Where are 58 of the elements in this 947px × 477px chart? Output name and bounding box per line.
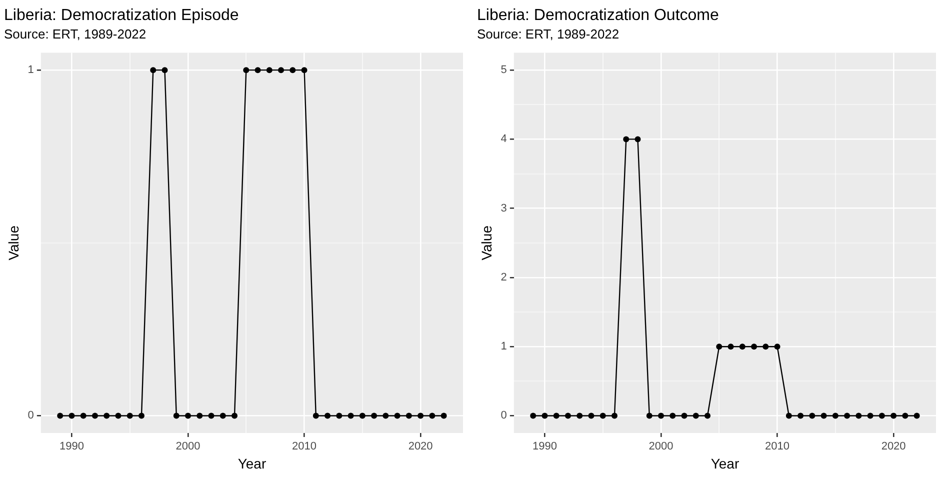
point bbox=[623, 136, 630, 142]
point bbox=[564, 412, 571, 419]
point bbox=[902, 412, 908, 419]
x-tick-label: 2010 bbox=[292, 440, 317, 453]
point bbox=[798, 412, 804, 419]
y-tick-label: 0 bbox=[28, 410, 34, 422]
point bbox=[914, 412, 920, 419]
point bbox=[634, 136, 641, 142]
chart-title: Liberia: Democratization Outcome bbox=[477, 7, 719, 24]
point bbox=[600, 412, 606, 419]
point bbox=[728, 344, 734, 350]
point bbox=[611, 412, 618, 419]
point bbox=[553, 412, 560, 419]
x-tick-label: 2020 bbox=[408, 440, 433, 453]
chart-subtitle: Source: ERT, 1989-2022 bbox=[477, 26, 620, 42]
y-axis-title: Value bbox=[478, 225, 494, 260]
point bbox=[844, 412, 850, 419]
point bbox=[658, 412, 664, 419]
y-tick-label: 1 bbox=[500, 340, 507, 353]
x-tick-label: 2020 bbox=[881, 440, 906, 453]
point bbox=[809, 412, 816, 419]
point bbox=[542, 412, 548, 419]
point bbox=[878, 412, 885, 419]
y-axis-title: Value bbox=[5, 225, 22, 260]
point bbox=[588, 412, 594, 419]
y-tick-label: 1 bbox=[28, 64, 34, 76]
point bbox=[692, 412, 699, 419]
y-tick-label: 5 bbox=[500, 64, 507, 76]
y-tick-label: 2 bbox=[500, 271, 507, 284]
x-tick-label: 1990 bbox=[59, 440, 84, 453]
x-tick-label: 2000 bbox=[176, 440, 200, 453]
point bbox=[832, 412, 838, 419]
y-tick-label: 3 bbox=[500, 202, 507, 214]
chart-title: Liberia: Democratization Episode bbox=[4, 7, 239, 24]
point bbox=[646, 412, 652, 419]
point bbox=[856, 412, 862, 419]
point bbox=[704, 412, 711, 419]
point bbox=[762, 344, 769, 350]
point bbox=[670, 412, 676, 419]
point bbox=[681, 412, 688, 419]
y-tick-label: 4 bbox=[500, 133, 507, 146]
point bbox=[820, 412, 827, 419]
x-tick-label: 2010 bbox=[765, 440, 790, 453]
x-tick-label: 1990 bbox=[532, 440, 557, 453]
point bbox=[739, 344, 746, 350]
x-axis-title: Year bbox=[710, 455, 740, 472]
x-tick-label: 2000 bbox=[648, 440, 674, 453]
point bbox=[774, 344, 780, 350]
point bbox=[867, 412, 874, 419]
point bbox=[530, 412, 536, 419]
y-tick-label: 0 bbox=[500, 410, 507, 422]
point bbox=[576, 412, 583, 419]
point bbox=[786, 412, 792, 419]
point bbox=[751, 344, 758, 350]
point bbox=[890, 412, 897, 419]
point bbox=[716, 344, 722, 350]
x-axis-title: Year bbox=[238, 455, 266, 472]
chart-subtitle: Source: ERT, 1989-2022 bbox=[4, 26, 146, 42]
